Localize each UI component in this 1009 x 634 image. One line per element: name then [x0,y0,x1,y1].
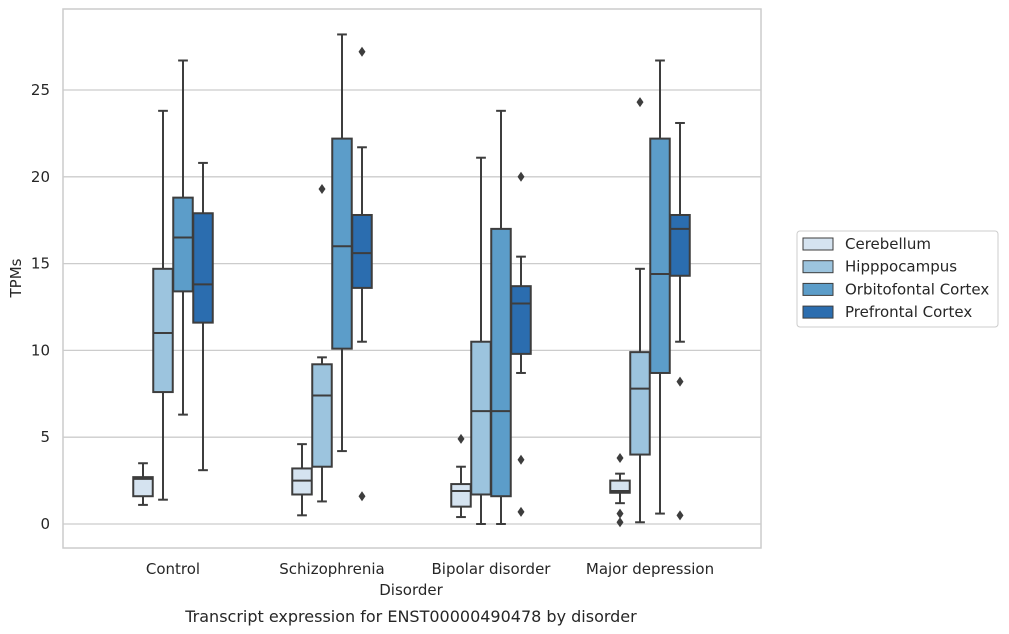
x-tick-label: Major depression [586,560,714,578]
box-1-1 [311,183,333,503]
box-iqr [510,285,532,355]
y-tick-label: 10 [31,341,50,359]
outlier-point [616,453,624,464]
boxes [132,33,691,528]
outlier-point [676,510,684,521]
box-iqr [470,340,492,496]
box-iqr [351,213,373,289]
legend-swatch [802,305,834,319]
box-iqr [669,213,691,277]
chart-caption: Transcript expression for ENST0000049047… [184,607,637,626]
legend: Cerebellum Hipppocampus Orbitofontal Corte… [796,230,999,328]
box-iqr [132,476,154,498]
box-3-3 [669,121,691,521]
box-3-1 [351,46,373,502]
box-2-2 [490,109,512,525]
outlier-point [318,183,326,194]
box-0-0 [132,462,154,506]
outlier-point [676,376,684,387]
legend-label: Prefrontal Cortex [845,303,972,321]
y-tick-label: 15 [31,255,50,273]
outlier-point [358,46,366,57]
box-2-1 [331,33,353,453]
outlier-point [517,171,525,182]
x-tick-label: Schizophrenia [279,560,384,578]
legend-swatch [802,282,834,296]
box-iqr [172,196,194,293]
y-tick-label: 5 [40,428,50,446]
legend-label: Hipppocampus [845,258,957,276]
x-tick-label: Control [146,560,200,578]
legend-frame [796,230,999,328]
y-tick-label: 0 [40,515,50,533]
box-1-2 [470,156,492,525]
box-iqr [311,363,333,468]
box-iqr [609,479,631,494]
outlier-point [358,491,366,502]
x-axis-label: Disorder [379,581,443,599]
box-iqr [152,267,174,394]
box-iqr [192,212,214,324]
legend-label: Orbitofontal Cortex [845,280,989,298]
outlier-point [616,517,624,528]
outlier-point [636,97,644,108]
x-tick-labels: Control Schizophrenia Bipolar disorder Majo… [146,560,714,578]
box-0-1 [291,443,313,517]
y-axis-label: TPMs [7,258,25,298]
box-3-2 [510,171,532,517]
legend-swatch [802,260,834,274]
box-1-0 [152,109,174,501]
outlier-point [517,454,525,465]
box-iqr [490,227,512,498]
outlier-point [517,506,525,517]
box-2-3 [649,59,671,515]
box-iqr [331,137,353,350]
box-iqr [649,137,671,374]
box-iqr [629,351,651,456]
legend-label: Cerebellum [845,235,931,253]
box-0-3 [609,453,631,528]
legend-swatch [802,237,834,251]
box-iqr [450,483,472,508]
outlier-point [616,508,624,519]
y-tick-label: 20 [31,168,50,186]
box-3-0 [192,161,214,472]
y-tick-labels: 0 5 10 15 20 25 [31,81,50,533]
outlier-point [457,433,465,444]
x-tick-label: Bipolar disorder [432,560,552,578]
y-tick-label: 25 [31,81,50,99]
box-1-3 [629,97,651,524]
